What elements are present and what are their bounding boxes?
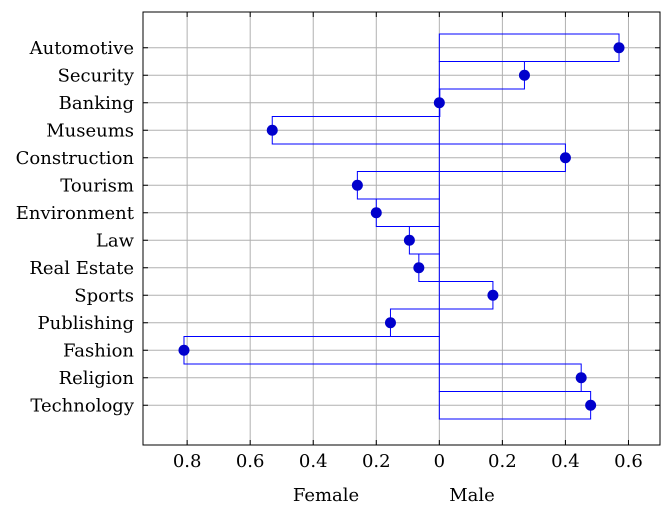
category-labels: Automotive Security Banking Museums Construc… — [16, 38, 135, 417]
category-label: Religion — [59, 368, 135, 389]
x-tick-labels: 0.8 0.6 0.4 0.2 0 0.2 0.4 0.6 — [173, 451, 643, 472]
data-point — [487, 289, 499, 301]
x-tick-label: 0.8 — [173, 451, 202, 472]
data-point — [575, 372, 587, 384]
category-label: Construction — [16, 148, 135, 169]
x-tick-label: 0.4 — [551, 451, 580, 472]
data-point — [370, 207, 382, 219]
x-tick-label: 0.2 — [488, 451, 517, 472]
category-label: Automotive — [29, 38, 134, 59]
category-label: Banking — [59, 93, 134, 114]
x-tick-label: 0.6 — [236, 451, 265, 472]
category-label: Technology — [30, 395, 134, 416]
data-point — [351, 179, 363, 191]
data-point — [413, 262, 425, 274]
category-label: Security — [58, 65, 135, 86]
category-label: Environment — [16, 203, 135, 224]
x-tick-label: 0 — [434, 451, 445, 472]
data-point — [585, 399, 597, 411]
category-label: Fashion — [63, 340, 134, 361]
markers-group — [178, 42, 625, 411]
data-point — [178, 344, 190, 356]
data-point — [403, 234, 415, 246]
category-label: Real Estate — [29, 258, 134, 279]
x-tick-label: 0.2 — [362, 451, 391, 472]
data-point — [266, 124, 278, 136]
category-label: Publishing — [38, 313, 134, 334]
x-tick-label: 0.4 — [299, 451, 328, 472]
data-point — [613, 42, 625, 54]
bars-group — [183, 33, 620, 420]
plot-frame — [142, 11, 661, 446]
category-label: Sports — [74, 285, 134, 306]
x-label-male: Male — [449, 485, 495, 506]
category-label: Tourism — [60, 175, 134, 196]
data-point — [384, 317, 396, 329]
data-point — [433, 97, 445, 109]
x-label-female: Female — [293, 485, 359, 506]
data-point — [518, 69, 530, 81]
x-tick-label: 0.6 — [614, 451, 643, 472]
category-label: Museums — [46, 120, 134, 141]
category-label: Law — [96, 230, 135, 251]
grid-lines — [143, 12, 660, 445]
data-point — [559, 152, 571, 164]
